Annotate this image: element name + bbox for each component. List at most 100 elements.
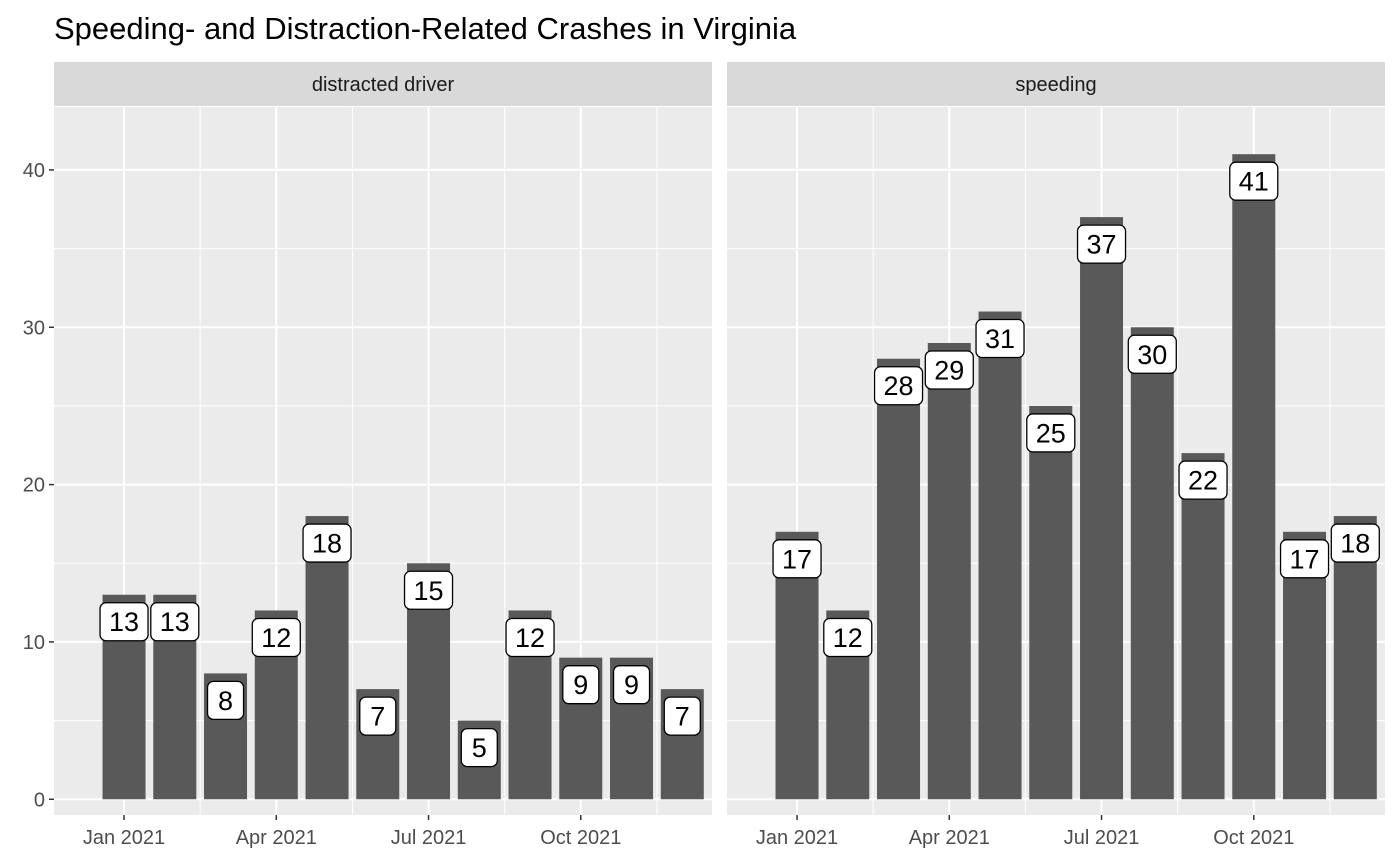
- data-label-box: [505, 617, 555, 658]
- data-label-text: 9: [573, 670, 588, 700]
- bar: [1080, 217, 1124, 800]
- data-label: 30: [1127, 334, 1177, 374]
- y-tick-label: 0: [34, 789, 45, 811]
- data-label-text: 28: [884, 371, 914, 401]
- data-label-text: 12: [515, 623, 545, 653]
- data-label: 28: [873, 366, 924, 406]
- facet-strip-label: distracted driver: [312, 74, 455, 96]
- data-label-box: [924, 350, 974, 390]
- data-label: 8: [206, 680, 245, 721]
- bar: [305, 516, 349, 800]
- data-label-text: 31: [985, 324, 1015, 354]
- data-label-text: 29: [934, 356, 964, 386]
- data-label: 25: [1026, 413, 1076, 453]
- data-label: 29: [924, 350, 974, 390]
- data-label: 9: [562, 665, 600, 705]
- bar: [877, 358, 921, 800]
- data-label: 37: [1076, 224, 1127, 264]
- data-label: 17: [1279, 539, 1330, 579]
- x-tick-label: Apr 2021: [236, 827, 317, 849]
- data-label-text: 5: [472, 733, 487, 763]
- x-tick-label: Jan 2021: [83, 827, 165, 849]
- data-label-box: [772, 539, 822, 579]
- x-tick-label: Jul 2021: [1064, 827, 1140, 849]
- data-label-text: 13: [109, 607, 139, 637]
- data-label: 15: [403, 570, 454, 610]
- data-label: 31: [975, 318, 1025, 359]
- data-label-box: [1330, 523, 1380, 563]
- x-tick-label: Oct 2021: [1213, 827, 1294, 849]
- y-tick-label: 40: [23, 160, 45, 182]
- data-label-text: 7: [370, 702, 385, 732]
- data-label-box: [663, 696, 701, 736]
- data-label: 12: [505, 617, 555, 658]
- facet-panel-distracted-driver: distracted driver 13 13 8 12 18 7 15 5 12 9 9 7 Jan 2…: [54, 62, 712, 849]
- data-label-text: 12: [833, 623, 863, 653]
- bar: [1333, 516, 1377, 800]
- x-tick-label: Oct 2021: [540, 827, 621, 849]
- data-label-box: [1076, 224, 1127, 264]
- data-label-box: [403, 570, 454, 610]
- data-label-box: [359, 696, 397, 736]
- data-label-box: [206, 680, 245, 721]
- bar: [1029, 405, 1073, 800]
- data-label: 12: [251, 617, 301, 658]
- data-label: 9: [612, 665, 651, 705]
- data-label: 41: [1229, 161, 1279, 201]
- data-label-text: 25: [1036, 418, 1066, 448]
- data-label-text: 22: [1188, 466, 1218, 496]
- data-label-text: 13: [160, 607, 190, 637]
- chart-title: Speeding- and Distraction-Related Crashe…: [54, 11, 797, 46]
- data-label-box: [873, 366, 924, 406]
- data-label: 7: [663, 696, 701, 736]
- data-label-text: 41: [1239, 167, 1269, 197]
- data-label-text: 9: [624, 670, 639, 700]
- data-label: 13: [99, 602, 149, 642]
- data-label-box: [562, 665, 600, 705]
- data-label: 18: [302, 523, 352, 563]
- data-label-box: [460, 727, 498, 768]
- data-label-box: [1279, 539, 1330, 579]
- data-label: 18: [1330, 523, 1380, 563]
- bar: [978, 311, 1022, 800]
- data-label-box: [612, 665, 651, 705]
- data-label: 7: [359, 696, 397, 736]
- facet-panel-speeding: speeding 17 12 28 29 31 25 37 30 22 41 17 18 Jan 2021…: [727, 62, 1385, 849]
- data-label-box: [302, 523, 352, 563]
- data-label-text: 15: [414, 576, 444, 606]
- data-label-box: [150, 602, 200, 642]
- bar: [1232, 154, 1276, 800]
- data-label-box: [1178, 460, 1228, 500]
- data-label-text: 18: [312, 529, 342, 559]
- data-label-box: [1127, 334, 1177, 374]
- data-label-box: [823, 617, 873, 658]
- data-label: 17: [772, 539, 822, 579]
- y-tick-label: 30: [23, 317, 45, 339]
- data-label-box: [99, 602, 149, 642]
- data-label-text: 17: [782, 544, 812, 574]
- data-label-box: [251, 617, 301, 658]
- data-label-text: 8: [218, 686, 233, 716]
- data-label-text: 7: [675, 702, 690, 732]
- facet-strip: [727, 62, 1385, 106]
- x-tick-label: Apr 2021: [909, 827, 990, 849]
- data-label-text: 12: [261, 623, 291, 653]
- data-label-text: 30: [1137, 340, 1167, 370]
- x-tick-label: Jan 2021: [756, 827, 838, 849]
- facet-strip: [54, 62, 712, 106]
- data-label: 22: [1178, 460, 1228, 500]
- data-label: 5: [460, 727, 498, 768]
- y-tick-label: 10: [23, 632, 45, 654]
- bar: [927, 343, 971, 800]
- data-label: 13: [150, 602, 200, 642]
- bar: [1130, 327, 1174, 800]
- data-label-text: 18: [1340, 529, 1370, 559]
- x-tick-label: Jul 2021: [391, 827, 467, 849]
- y-tick-label: 20: [23, 475, 45, 497]
- data-label-box: [975, 318, 1025, 359]
- data-label-box: [1229, 161, 1279, 201]
- facet-strip-label: speeding: [1015, 74, 1096, 96]
- bar: [1181, 453, 1225, 800]
- data-label-text: 17: [1290, 544, 1320, 574]
